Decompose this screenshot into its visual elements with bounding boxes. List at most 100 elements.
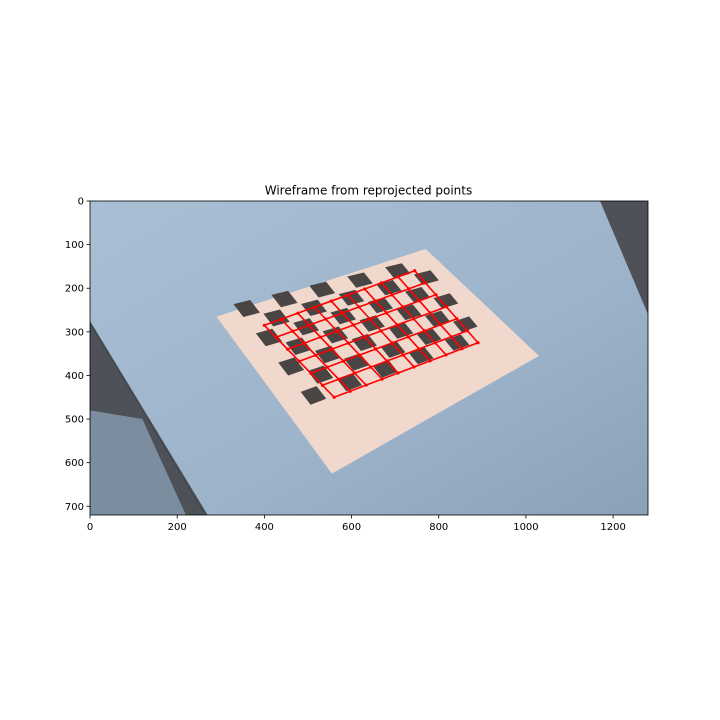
wire-corner-point xyxy=(422,329,427,333)
y-tick-label: 400 xyxy=(65,371,84,382)
checker-square xyxy=(233,300,260,317)
wire-corner-point xyxy=(346,293,350,297)
photo-image xyxy=(90,201,648,515)
wire-row-line xyxy=(322,329,468,387)
wire-corner-point xyxy=(417,299,421,303)
y-tick-label: 500 xyxy=(65,415,84,426)
wire-corner-point xyxy=(325,365,329,369)
wire-corner-point xyxy=(380,377,384,381)
x-axis-ticks: 0 200 400 600 800 1000 1200 xyxy=(87,515,626,533)
wire-corner-point xyxy=(407,287,411,291)
wire-corner-point xyxy=(455,317,459,321)
checker-square xyxy=(278,357,305,376)
wire-corner-point xyxy=(274,335,278,339)
checker-square xyxy=(413,270,439,285)
wire-corner-point xyxy=(390,341,394,345)
wire-corner-point xyxy=(465,329,470,333)
checker-square xyxy=(322,326,349,344)
y-axis-ticks: 0 100 200 300 400 500 600 700 xyxy=(65,197,90,513)
wireframe-lines xyxy=(262,269,480,399)
wire-corner-point xyxy=(434,293,438,297)
wire-corner-point xyxy=(439,323,443,327)
wire-corner-point xyxy=(348,389,352,393)
wire-corner-point xyxy=(363,335,367,339)
axes-frame xyxy=(89,200,649,516)
table-edge-line xyxy=(90,322,207,515)
wire-row-line xyxy=(264,270,416,327)
wire-corner-point xyxy=(312,305,317,309)
wire-corner-point xyxy=(401,305,405,309)
checker-square xyxy=(433,293,459,309)
wire-corner-point xyxy=(369,365,373,369)
wire-corner-point xyxy=(286,347,290,351)
y-tick-label: 300 xyxy=(65,327,84,338)
wire-corner-point xyxy=(320,383,325,387)
wire-corner-point xyxy=(413,269,417,273)
wire-corner-point xyxy=(330,347,334,351)
wire-corner-point xyxy=(401,353,405,357)
wire-corner-point xyxy=(396,275,400,279)
wire-corner-point xyxy=(337,377,341,381)
wire-corner-point xyxy=(368,317,372,321)
checker-square xyxy=(408,347,434,365)
wire-corner-point xyxy=(329,299,333,303)
wire-corner-point xyxy=(296,311,300,315)
wire-corner-point xyxy=(357,353,362,357)
wire-corner-point xyxy=(324,317,328,321)
wire-corner-point xyxy=(390,293,394,297)
wire-corner-point xyxy=(357,305,361,309)
x-tick-label: 1200 xyxy=(600,522,625,533)
wire-corner-point xyxy=(396,371,400,375)
x-tick-label: 400 xyxy=(255,522,274,533)
wire-corner-point xyxy=(262,323,266,327)
checker-square xyxy=(309,281,336,298)
checker-square xyxy=(255,328,283,347)
wire-corner-point xyxy=(428,311,432,315)
wire-corner-point xyxy=(309,371,313,375)
wire-corner-point xyxy=(428,359,432,363)
wire-corner-point xyxy=(384,311,389,315)
wire-corner-point xyxy=(313,353,318,357)
wire-corner-point xyxy=(412,317,416,321)
y-tick-label: 700 xyxy=(65,502,84,513)
wire-corner-point xyxy=(340,311,344,315)
wire-corner-point xyxy=(379,281,383,285)
checker-square xyxy=(347,272,373,288)
wire-corner-point xyxy=(444,353,448,357)
wire-corner-point xyxy=(335,329,339,333)
x-tick-label: 0 xyxy=(87,522,93,533)
wire-corner-point xyxy=(476,341,480,345)
wire-row-line xyxy=(275,282,426,339)
wire-corner-point xyxy=(417,347,421,351)
x-tick-label: 200 xyxy=(168,522,187,533)
y-tick-label: 0 xyxy=(78,197,84,208)
x-tick-label: 800 xyxy=(429,522,448,533)
checker-square xyxy=(351,334,377,351)
wire-corner-point xyxy=(346,341,350,345)
y-tick-label: 100 xyxy=(65,240,84,251)
chart-title: Wireframe from reprojected points xyxy=(265,184,473,198)
wire-corner-point xyxy=(279,317,283,321)
wire-row-line xyxy=(310,318,458,375)
checker-square xyxy=(307,365,334,384)
y-tick-label: 600 xyxy=(65,458,84,469)
wire-corner-point xyxy=(307,323,311,327)
wire-corner-point xyxy=(385,359,389,363)
wire-corner-point xyxy=(433,341,437,345)
checker-square xyxy=(271,290,298,308)
checker-square xyxy=(300,386,327,405)
wire-corner-point xyxy=(449,335,453,339)
wire-corner-point xyxy=(297,359,301,363)
wire-corner-point xyxy=(363,287,367,291)
wire-corner-point xyxy=(460,347,464,351)
paper-sheet xyxy=(216,248,540,474)
wire-corner-point xyxy=(318,335,323,339)
wire-corner-point xyxy=(373,299,378,303)
wire-corner-point xyxy=(364,383,368,387)
wire-row-line xyxy=(287,294,437,351)
x-tick-label: 600 xyxy=(342,522,361,533)
wire-corner-point xyxy=(406,335,410,339)
table-shadow xyxy=(90,410,186,515)
wire-corner-point xyxy=(353,371,357,375)
